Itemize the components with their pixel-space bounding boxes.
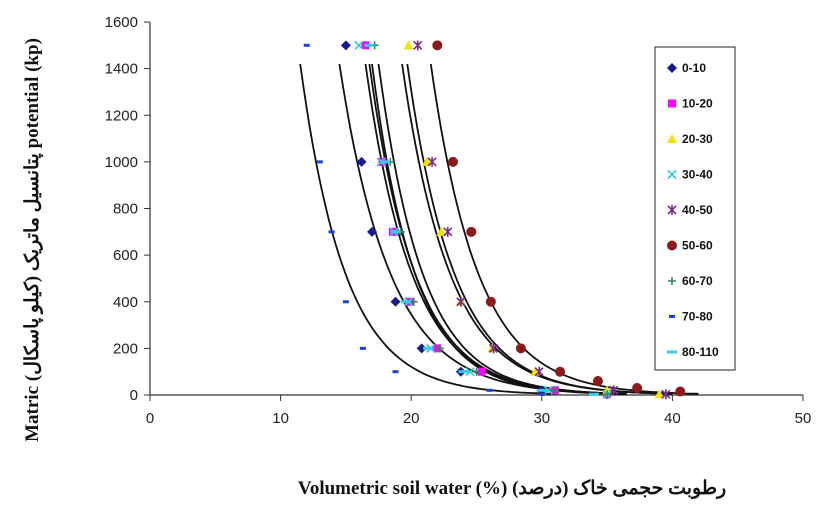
legend-marker-40-50 [667, 205, 677, 215]
legend: 0-10 10-20 20-30 30-40 40-50 50-60 60-70 70-80 8… [654, 46, 736, 371]
data-markers [303, 40, 686, 400]
data-point-80-110 [390, 230, 401, 234]
legend-label: 40-50 [682, 203, 713, 217]
data-point-50-60 [432, 40, 443, 51]
y-tick-label: 600 [113, 247, 138, 264]
data-point-50-60 [592, 376, 603, 387]
fit-curve-20-30 [401, 63, 673, 395]
data-point-40-50 [534, 366, 544, 377]
x-tick-label: 50 [795, 410, 812, 427]
x-tick-label: 20 [403, 410, 420, 427]
data-point-40-50 [609, 385, 619, 396]
data-point-50-60 [632, 383, 643, 394]
legend-marker-10-20 [668, 99, 676, 108]
data-point-70-80 [538, 392, 545, 396]
y-tick-label: 400 [113, 294, 138, 311]
legend-marker-20-30 [667, 134, 677, 143]
x-tick-label: 30 [533, 410, 550, 427]
data-point-50-60 [515, 343, 526, 354]
data-point-70-80 [316, 160, 323, 164]
data-point-40-50 [443, 226, 453, 237]
legend-label: 30-40 [682, 168, 713, 182]
data-point-70-80 [486, 388, 493, 392]
data-point-70-80 [328, 230, 335, 234]
legend-label: 60-70 [682, 274, 713, 288]
data-point-50-60 [466, 226, 477, 237]
x-axis-title: Volumetric soil water (%) رطوبت حجمی خاک… [298, 478, 726, 499]
y-tick-label: 200 [113, 340, 138, 357]
legend-label: 20-30 [682, 132, 713, 146]
data-point-50-60 [447, 156, 458, 167]
data-point-40-50 [456, 296, 466, 307]
data-point-70-80 [303, 43, 310, 47]
legend-marker-60-70 [668, 277, 676, 285]
data-point-30-40 [543, 385, 553, 395]
data-point-80-110 [364, 43, 375, 47]
data-point-0-10 [390, 296, 401, 307]
x-tick-label: 0 [146, 410, 154, 427]
y-axis-title: Matric (کیلو پاسکال) پتانسیل ماتریک pote… [22, 38, 43, 442]
data-point-50-60 [675, 386, 686, 397]
data-point-80-110 [536, 388, 547, 392]
data-point-30-40 [354, 40, 364, 50]
fitted-curves [299, 63, 699, 395]
fit-curve-50-60 [429, 63, 699, 395]
data-point-80-110 [589, 392, 600, 396]
data-point-10-20 [477, 367, 486, 376]
x-ticks: 0 10 20 30 40 50 [146, 395, 812, 427]
data-point-80-110 [380, 160, 391, 164]
legend-label: 80-110 [682, 345, 719, 359]
data-point-30-40 [465, 367, 475, 377]
legend-marker-80-110 [667, 350, 677, 354]
legend-label: 10-20 [682, 97, 713, 111]
data-point-80-110 [423, 346, 434, 350]
legend-marker-50-60 [667, 240, 677, 251]
legend-marker-30-40 [667, 169, 677, 180]
data-point-70-80 [392, 370, 399, 374]
data-point-40-50 [488, 343, 499, 354]
fit-curve-80-110 [371, 63, 614, 395]
data-point-80-110 [400, 300, 411, 304]
y-tick-label: 1200 [105, 107, 138, 124]
y-tick-label: 800 [113, 201, 138, 218]
legend-label: 50-60 [682, 239, 713, 253]
legend-label: 0-10 [682, 61, 706, 75]
y-tick-label: 0 [130, 387, 138, 404]
data-point-70-80 [359, 346, 366, 350]
legend-label: 70-80 [682, 310, 713, 324]
data-point-40-50 [661, 389, 671, 400]
data-point-20-30 [654, 389, 665, 399]
data-point-0-10 [356, 156, 367, 167]
data-point-50-60 [485, 296, 496, 307]
data-point-80-110 [458, 370, 469, 374]
legend-marker-0-10 [667, 63, 677, 73]
data-point-40-50 [427, 156, 437, 167]
data-point-20-30 [403, 40, 414, 50]
x-tick-label: 40 [664, 410, 681, 427]
y-tick-label: 1400 [105, 61, 138, 78]
data-point-40-50 [413, 40, 423, 51]
data-point-60-70 [409, 297, 418, 306]
fit-curve-0-10 [338, 63, 627, 395]
data-point-50-60 [555, 366, 566, 377]
y-tick-label: 1000 [105, 154, 138, 171]
data-point-0-10 [340, 40, 351, 51]
data-point-20-30 [436, 226, 447, 236]
data-point-0-10 [416, 343, 427, 354]
fit-curve-70-80 [299, 63, 555, 395]
data-point-70-80 [342, 300, 349, 304]
y-ticks: 0 200 400 600 800 1000 1200 1400 1600 [105, 14, 150, 404]
legend-marker-70-80 [669, 315, 675, 318]
data-point-60-70 [472, 367, 481, 376]
data-point-60-70 [435, 344, 444, 353]
y-tick-label: 1600 [105, 14, 138, 31]
data-point-0-10 [367, 226, 378, 237]
x-tick-label: 10 [272, 410, 289, 427]
data-point-60-70 [550, 386, 559, 395]
data-point-60-70 [603, 390, 612, 399]
